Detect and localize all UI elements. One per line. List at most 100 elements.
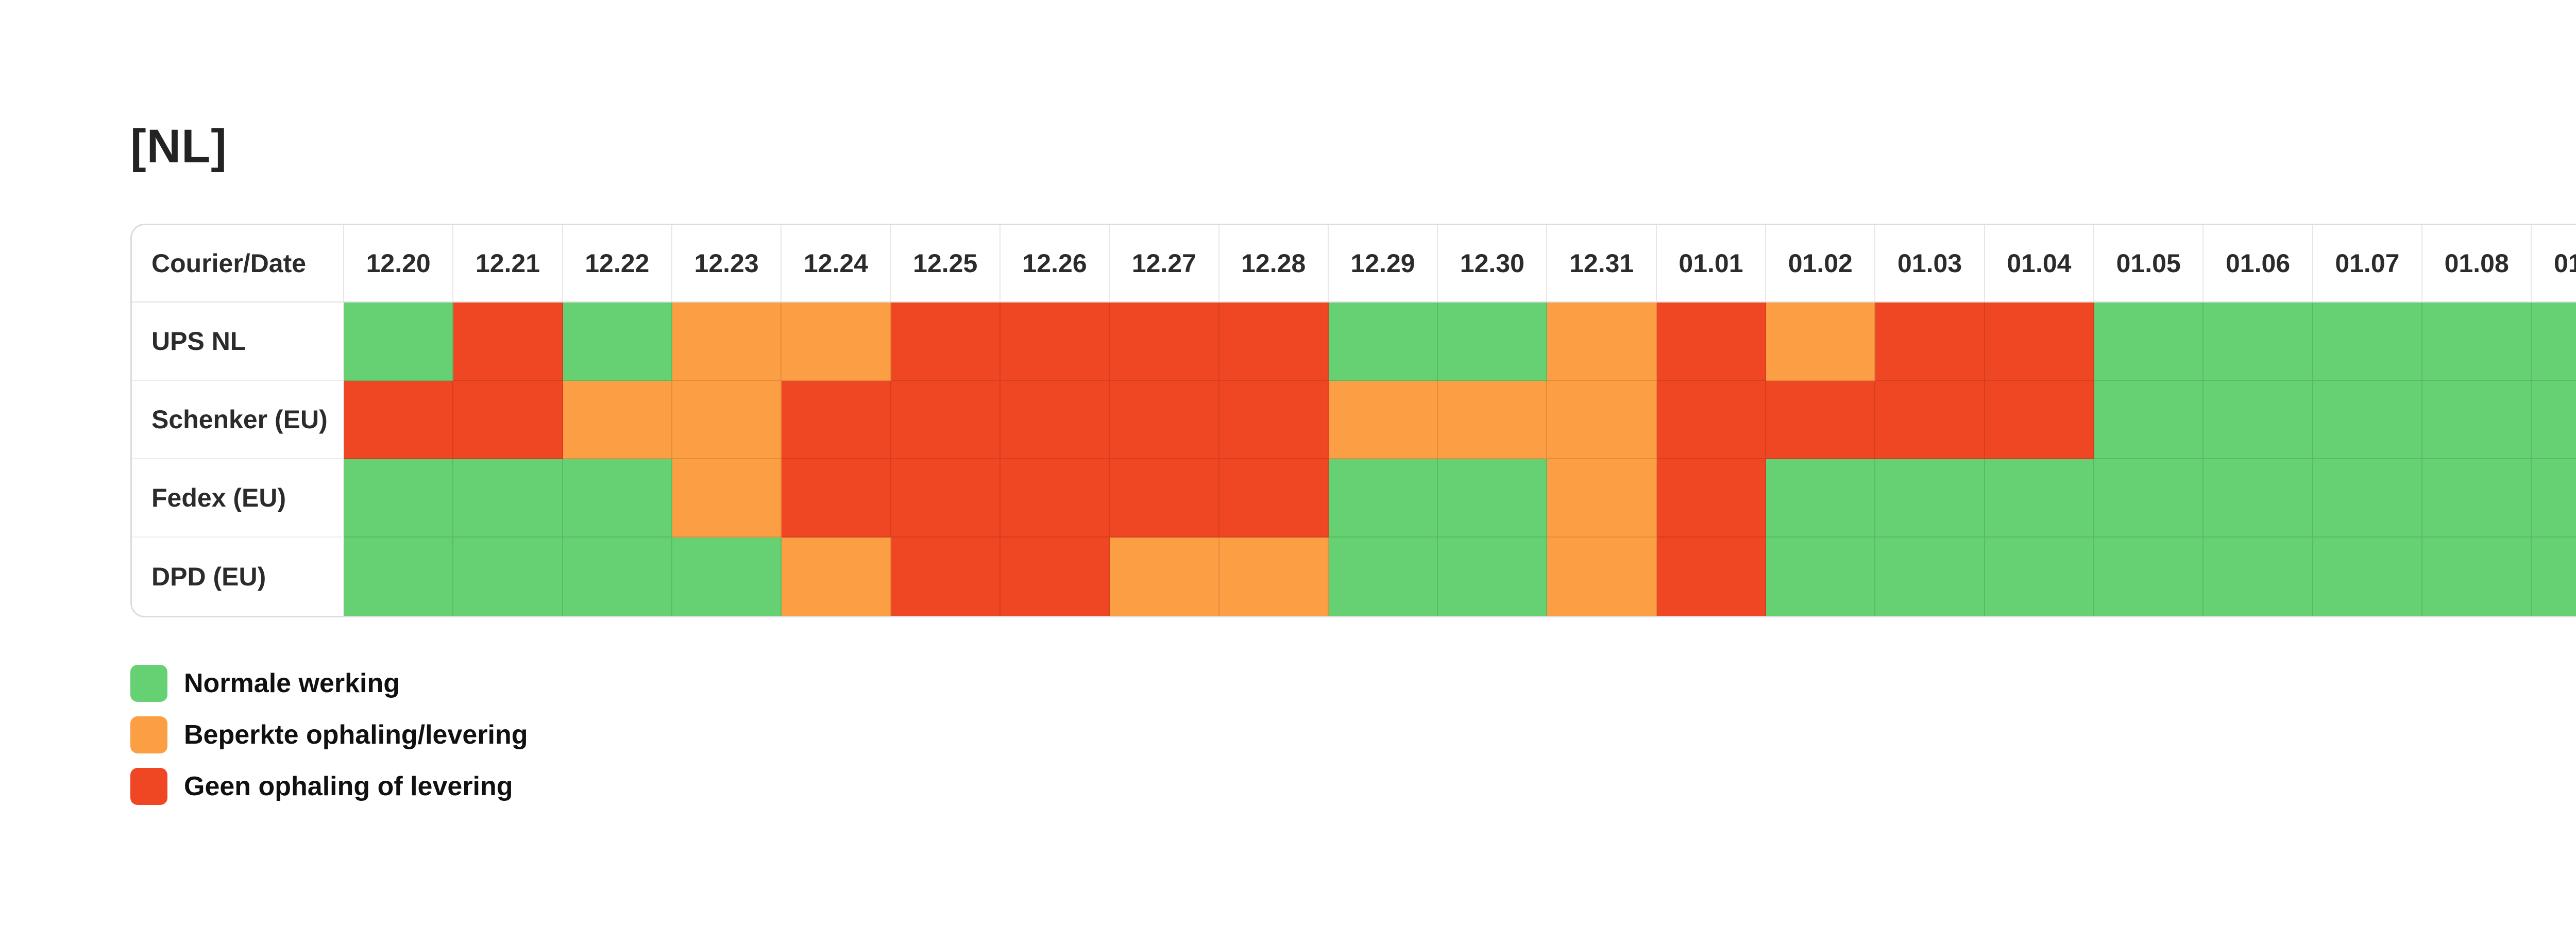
status-cell [1766, 303, 1876, 381]
status-cell [782, 538, 891, 616]
status-cell [891, 381, 1001, 459]
courier-label: DPD (EU) [132, 538, 344, 616]
date-header: 01.06 [2204, 225, 2313, 303]
status-cell [2532, 303, 2576, 381]
status-cell [1000, 538, 1110, 616]
status-cell [453, 538, 563, 616]
status-cell [1110, 459, 1219, 538]
status-cell [1547, 459, 1657, 538]
status-cell [1985, 459, 2095, 538]
status-cell [1985, 303, 2095, 381]
status-cell [1219, 459, 1329, 538]
status-cell [1547, 538, 1657, 616]
status-cell [453, 381, 563, 459]
date-header: 01.02 [1766, 225, 1876, 303]
status-cell [344, 538, 454, 616]
status-cell [2532, 381, 2576, 459]
status-cell [344, 381, 454, 459]
status-cell [1875, 538, 1985, 616]
date-header: 12.23 [672, 225, 782, 303]
status-cell [1000, 459, 1110, 538]
date-header: 12.26 [1000, 225, 1110, 303]
status-cell [1438, 538, 1548, 616]
status-cell [1766, 538, 1876, 616]
date-header: 01.05 [2094, 225, 2204, 303]
date-header: 12.30 [1438, 225, 1548, 303]
status-cell [453, 459, 563, 538]
status-cell [1219, 381, 1329, 459]
status-cell [782, 303, 891, 381]
legend: Normale werking Beperkte ophaling/leverin… [130, 665, 2576, 805]
legend-swatch-normal [130, 665, 167, 702]
date-header: 12.27 [1110, 225, 1219, 303]
status-cell [2313, 303, 2423, 381]
date-header: 12.24 [782, 225, 891, 303]
status-cell [563, 303, 672, 381]
date-header: 12.21 [453, 225, 563, 303]
status-cell [2532, 538, 2576, 616]
status-cell [2204, 303, 2313, 381]
page-title: [NL] [130, 120, 227, 173]
status-cell [1875, 459, 1985, 538]
courier-label: Fedex (EU) [132, 459, 344, 538]
date-header: 01.07 [2313, 225, 2423, 303]
status-cell [1000, 381, 1110, 459]
status-cell [1985, 381, 2095, 459]
date-header: 12.25 [891, 225, 1001, 303]
status-cell [1328, 459, 1438, 538]
status-cell [563, 459, 672, 538]
status-cell [1875, 381, 1985, 459]
status-cell [1110, 303, 1219, 381]
status-cell [1875, 303, 1985, 381]
status-cell [2204, 538, 2313, 616]
date-header: 12.31 [1547, 225, 1657, 303]
status-cell [344, 459, 454, 538]
date-header: 01.08 [2422, 225, 2532, 303]
status-cell [1547, 303, 1657, 381]
date-header: 12.20 [344, 225, 454, 303]
status-cell [1438, 459, 1548, 538]
status-cell [1328, 381, 1438, 459]
status-cell [2422, 381, 2532, 459]
status-cell [2094, 459, 2204, 538]
status-cell [891, 303, 1001, 381]
status-cell [672, 303, 782, 381]
status-cell [563, 381, 672, 459]
status-cell [2422, 538, 2532, 616]
status-cell [1985, 538, 2095, 616]
status-cell [1000, 303, 1110, 381]
status-cell [563, 538, 672, 616]
status-cell [2313, 538, 2423, 616]
status-cell [2313, 459, 2423, 538]
status-cell [891, 538, 1001, 616]
status-cell [672, 459, 782, 538]
status-cell [1766, 381, 1876, 459]
status-cell [1328, 303, 1438, 381]
legend-item: Normale werking [130, 665, 2576, 702]
status-cell [344, 303, 454, 381]
legend-label: Geen ophaling of levering [184, 771, 513, 801]
status-cell [1328, 538, 1438, 616]
courier-label: UPS NL [132, 303, 344, 381]
status-cell [2204, 459, 2313, 538]
status-cell [2422, 459, 2532, 538]
date-header: 01.03 [1875, 225, 1985, 303]
status-cell [2094, 303, 2204, 381]
date-header: 12.22 [563, 225, 672, 303]
legend-swatch-limited [130, 716, 167, 753]
legend-item: Beperkte ophaling/levering [130, 716, 2576, 753]
courier-label: Schenker (EU) [132, 381, 344, 459]
status-cell [1219, 303, 1329, 381]
status-cell [1547, 381, 1657, 459]
status-cell [2422, 303, 2532, 381]
status-cell [782, 459, 891, 538]
status-cell [1110, 381, 1219, 459]
status-cell [1438, 303, 1548, 381]
status-cell [1438, 381, 1548, 459]
status-cell [1110, 538, 1219, 616]
status-cell [672, 381, 782, 459]
status-cell [1656, 381, 1767, 459]
status-cell [453, 303, 563, 381]
status-cell [1766, 459, 1876, 538]
